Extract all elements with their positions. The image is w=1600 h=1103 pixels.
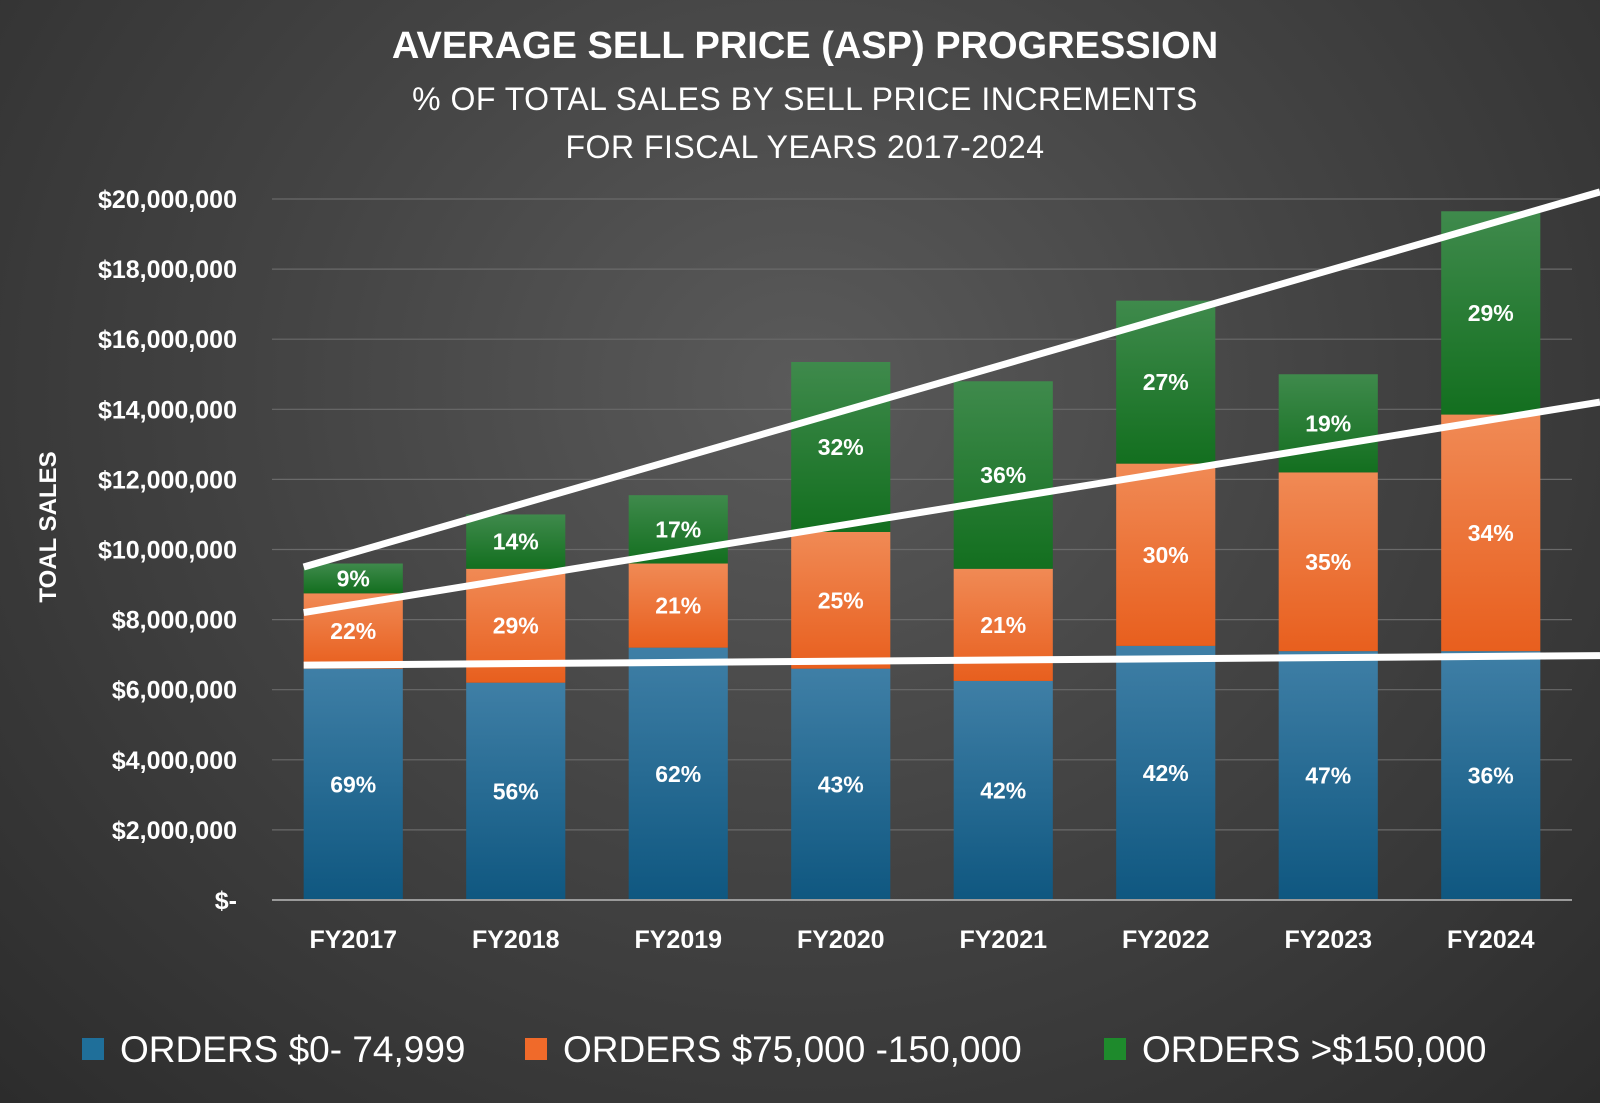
legend-label: ORDERS $75,000 -150,000 (563, 1029, 1022, 1070)
data-label: 21% (980, 612, 1026, 638)
legend-item: ORDERS >$150,000 (1104, 1029, 1487, 1070)
bar-stack-fy2020: 43% 25% 32% (791, 361, 891, 900)
chart-title: AVERAGE SELL PRICE (ASP) PROGRESSION (392, 25, 1218, 67)
data-label: 30% (1143, 542, 1189, 568)
bar-stack-fy2024: 36% 34% 29% (1441, 211, 1541, 900)
trend-line (302, 188, 1600, 571)
bar-segment (1441, 211, 1541, 415)
y-tick-label: $12,000,000 (98, 466, 237, 494)
y-tick-label: $2,000,000 (112, 817, 237, 845)
data-label: 32% (818, 434, 864, 460)
y-tick-label: $- (215, 887, 237, 915)
y-tick-label: $8,000,000 (112, 607, 237, 635)
bar-segment (303, 668, 403, 900)
x-tick-label: FY2017 (309, 926, 397, 954)
data-label: 27% (1143, 369, 1189, 395)
bar-segment (1441, 414, 1541, 652)
x-tick-label: FY2024 (1447, 926, 1535, 954)
bar-stack-fy2023: 47% 35% 19% (1278, 374, 1378, 900)
bar-stacks: 69% 22% 9% 56% 29% 14% 62% 21% 17% 43% 25% 32% 42% 21… (303, 211, 1541, 900)
x-tick-label: FY2018 (472, 926, 560, 954)
bar-segment (303, 563, 403, 594)
chart-subtitle-line-2: FOR FISCAL YEARS 2017-2024 (566, 129, 1045, 165)
bar-stack-fy2021: 42% 21% 36% (953, 381, 1053, 900)
data-label: 35% (1305, 549, 1351, 575)
bar-segment (1278, 651, 1378, 900)
legend: ORDERS $0- 74,999 ORDERS $75,000 -150,000… (82, 1029, 1487, 1070)
legend-label: ORDERS >$150,000 (1142, 1029, 1487, 1070)
x-tick-label: FY2020 (797, 926, 885, 954)
data-label: 25% (818, 587, 864, 613)
bar-segment (1278, 374, 1378, 473)
data-label: 69% (330, 771, 376, 797)
y-tick-label: $16,000,000 (98, 326, 237, 354)
data-label: 42% (980, 777, 1026, 803)
bar-stack-fy2019: 62% 21% 17% (628, 495, 728, 900)
bar-segment (791, 668, 891, 900)
legend-swatch (1104, 1038, 1126, 1060)
data-label: 9% (337, 565, 370, 591)
bar-stack-fy2017: 69% 22% 9% (303, 563, 403, 900)
y-tick-label: $10,000,000 (98, 537, 237, 565)
bar-segment (953, 680, 1053, 900)
bar-segment (1116, 463, 1216, 646)
bar-segment (1441, 651, 1541, 900)
x-axis-ticks: FY2017 FY2018 FY2019 FY2020 FY2021 FY2022 FY20… (309, 926, 1534, 954)
legend-item: ORDERS $0- 74,999 (82, 1029, 466, 1070)
legend-swatch (82, 1038, 104, 1060)
data-label: 22% (330, 618, 376, 644)
data-label: 47% (1305, 763, 1351, 789)
trend-line (303, 398, 1600, 617)
x-tick-label: FY2023 (1284, 926, 1372, 954)
x-tick-label: FY2022 (1122, 926, 1210, 954)
data-label: 29% (1468, 300, 1514, 326)
bar-segment (791, 531, 891, 669)
legend-item: ORDERS $75,000 -150,000 (525, 1029, 1022, 1070)
data-label: 17% (655, 516, 701, 542)
y-tick-label: $14,000,000 (98, 396, 237, 424)
legend-swatch (525, 1038, 547, 1060)
data-label: 42% (1143, 760, 1189, 786)
bar-segment (466, 514, 566, 569)
data-label: 56% (493, 778, 539, 804)
trend-lines (302, 188, 1600, 669)
x-tick-label: FY2021 (959, 926, 1047, 954)
data-label: 36% (1468, 763, 1514, 789)
trend-line (303, 652, 1600, 669)
y-tick-label: $6,000,000 (112, 677, 237, 705)
data-label: 21% (655, 593, 701, 619)
bar-segment (1278, 472, 1378, 652)
data-label: 19% (1305, 410, 1351, 436)
bar-segment (466, 682, 566, 900)
bar-segment (628, 647, 728, 900)
data-label: 14% (493, 529, 539, 555)
y-axis-ticks: $- $2,000,000 $4,000,000 $6,000,000 $8,000,0… (98, 186, 237, 915)
x-tick-label: FY2019 (634, 926, 722, 954)
bar-segment (1116, 645, 1216, 900)
data-label: 34% (1468, 520, 1514, 546)
data-label: 62% (655, 761, 701, 787)
bar-segment (953, 381, 1053, 569)
y-tick-label: $18,000,000 (98, 256, 237, 284)
bar-segment (791, 361, 891, 532)
y-axis-label: TOAL SALES (35, 451, 62, 602)
chart-subtitle-line-1: % OF TOTAL SALES BY SELL PRICE INCREMENT… (412, 81, 1198, 117)
data-label: 36% (980, 462, 1026, 488)
bar-stack-fy2018: 56% 29% 14% (466, 514, 566, 900)
bar-segment (628, 563, 728, 648)
bar-stack-fy2022: 42% 30% 27% (1116, 300, 1216, 900)
y-tick-label: $4,000,000 (112, 747, 237, 775)
legend-label: ORDERS $0- 74,999 (120, 1029, 466, 1070)
data-label: 43% (818, 771, 864, 797)
y-tick-label: $20,000,000 (98, 186, 237, 214)
data-label: 29% (493, 613, 539, 639)
